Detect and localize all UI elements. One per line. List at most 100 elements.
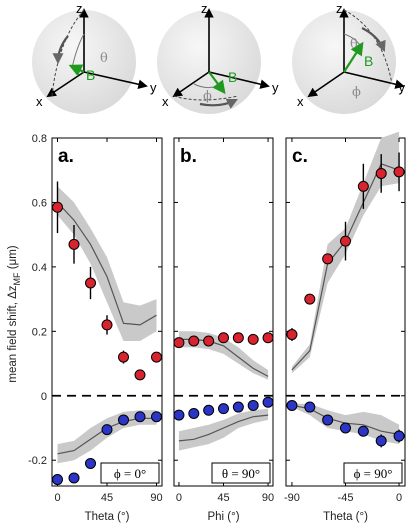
b-vector-arrow — [68, 64, 85, 77]
panel-letter: b. — [180, 146, 197, 167]
x-axis-title: Phi (°) — [207, 511, 239, 523]
blue-data-point — [304, 401, 316, 413]
y-tick-label: 0.2 — [32, 326, 47, 338]
red-data-point — [357, 180, 369, 192]
rotation-arrow — [361, 27, 386, 53]
y-axis-label: y — [399, 80, 406, 95]
annotation-label: ϕ = 0° — [114, 466, 146, 481]
x-tick-label: 90 — [150, 492, 162, 504]
x-axis-arrow — [307, 71, 345, 98]
red-data-point — [188, 335, 200, 347]
blue-data-point — [375, 435, 387, 447]
red-data-point — [262, 332, 274, 344]
annotation-label: θ = 90° — [222, 466, 260, 481]
y-axis-arrow — [208, 71, 270, 89]
theory-band — [178, 331, 269, 380]
b-vector-arrow — [208, 71, 226, 95]
red-data-point — [101, 319, 113, 331]
annotation-box — [211, 462, 271, 484]
y-tick-label: 0 — [41, 391, 47, 403]
blue-data-point — [173, 409, 185, 421]
y-tick-label: 0.6 — [32, 197, 47, 209]
y-axis-title-sub: MF — [12, 272, 22, 285]
blue-data-point — [85, 457, 96, 469]
blue-data-point — [322, 414, 334, 426]
red-data-point — [151, 351, 162, 363]
theta-arc — [71, 33, 85, 69]
x-axis-label: x — [297, 94, 304, 109]
x-tick-label: 90 — [262, 492, 274, 504]
y-tick-label: 0.8 — [32, 133, 47, 145]
phi-symbol: ϕ — [203, 89, 212, 104]
red-data-point — [340, 235, 351, 247]
red-data-point — [85, 277, 96, 289]
blue-data-point — [357, 425, 369, 437]
schematic-a: z y x θ B — [32, 1, 157, 114]
annotation-box — [343, 462, 403, 484]
red-data-point — [232, 332, 244, 344]
y-tick-label: -0.2 — [28, 455, 47, 467]
panel-a: -0.2 0 0.2 0.4 0.6 0.8 0 45 90 Theta (°) a. ϕ = 0° — [28, 133, 163, 523]
red-data-point — [52, 201, 63, 213]
b-vector-label: B — [228, 69, 237, 85]
blue-data-point — [151, 411, 162, 423]
panel-b: 0 45 90 Phi (°) b. θ = 90° — [173, 137, 274, 523]
annotation-box — [100, 462, 160, 484]
theory-line — [57, 201, 157, 326]
x-tick-label: 45 — [101, 492, 113, 504]
x-axis-arrow — [172, 71, 210, 98]
annotation-label: ϕ = 90° — [354, 466, 393, 481]
theory-band — [57, 410, 157, 464]
b-vector-arrow — [343, 41, 364, 73]
y-axis-title-unit: (μm) — [7, 245, 19, 272]
red-data-point — [68, 238, 80, 250]
red-data-point — [375, 167, 387, 179]
x-tick-label: -45 — [338, 492, 354, 504]
theory-line — [291, 163, 400, 371]
red-data-point — [393, 166, 405, 178]
red-data-point — [286, 329, 298, 341]
y-axis-label: y — [272, 80, 279, 95]
theta-symbol: θ — [350, 37, 358, 52]
x-tick-label: -90 — [284, 492, 300, 504]
blue-data-point — [247, 399, 259, 411]
meridian-dashed — [51, 9, 85, 97]
red-data-point — [304, 293, 316, 305]
x-tick-label: 0 — [396, 492, 402, 504]
blue-data-point — [52, 474, 63, 486]
rotation-arrow — [199, 99, 238, 109]
x-tick-label: 0 — [54, 492, 60, 504]
blue-data-point — [340, 422, 351, 434]
y-axis-title: mean field shift, ΔzMF (μm) — [7, 245, 22, 382]
x-axis-label: x — [36, 94, 43, 109]
blue-data-point — [262, 396, 274, 408]
red-data-point — [134, 369, 146, 381]
z-axis-label: z — [76, 1, 83, 16]
theory-line — [178, 414, 269, 442]
blue-data-point — [218, 403, 229, 415]
schematic-b: z y x ϕ B — [157, 1, 279, 114]
x-tick-label: 45 — [217, 492, 229, 504]
theory-band — [57, 186, 157, 341]
b-vector-label: B — [86, 67, 95, 83]
blue-data-point — [393, 430, 405, 442]
red-data-point — [203, 335, 215, 347]
blue-data-point — [68, 472, 80, 484]
y-tick-label: 0.4 — [32, 262, 47, 274]
x-axis-title: Theta (°) — [323, 511, 368, 523]
y-axis-label: y — [150, 80, 157, 95]
panel-letter: a. — [58, 146, 74, 167]
blue-data-point — [232, 401, 244, 413]
theta-symbol: θ — [100, 51, 108, 66]
blue-data-point — [286, 399, 298, 411]
schematic-c: z y x θ ϕ B — [292, 1, 406, 114]
b-vector-label: B — [364, 53, 373, 69]
panel-c: -90 -45 0 Theta (°) c. ϕ = 90° — [284, 131, 406, 523]
rotation-arrow — [52, 35, 69, 65]
z-axis-label: z — [336, 1, 343, 16]
red-data-point — [322, 253, 334, 265]
red-data-point — [118, 351, 129, 363]
blue-data-point — [203, 404, 215, 416]
blue-data-point — [134, 411, 146, 423]
